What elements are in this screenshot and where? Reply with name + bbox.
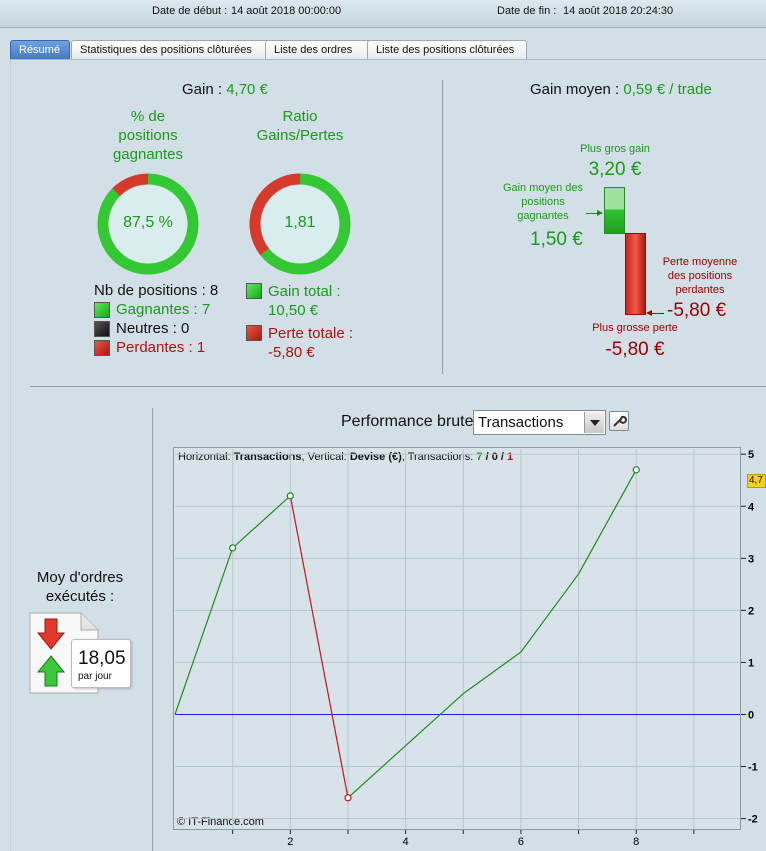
winrate-title-line: % de [130, 108, 166, 125]
chart-info-part: , Transactions: [401, 451, 474, 463]
avg-loss-arrowhead [646, 310, 652, 316]
orders-unit: par jour [78, 671, 112, 682]
tab-closed-positions-list[interactable]: Liste des positions clôturées [367, 40, 527, 60]
chart-info-part: / [500, 451, 504, 463]
last-value-badge: 4,7 [747, 474, 766, 488]
wrench-icon[interactable] [609, 411, 629, 431]
avg-loss-label-line: perdantes [675, 284, 725, 296]
vertical-divider [442, 80, 443, 374]
buy-arrow-icon [37, 655, 65, 687]
avg-gain-value: 0,59 € / trade [623, 81, 712, 98]
gain-row: Gain : 4,70 € [182, 81, 268, 98]
tab-closed-positions-stats[interactable]: Statistiques des positions clôturées [71, 40, 274, 60]
winrate-title-line: gagnantes [112, 146, 184, 163]
orders-title: Moy d'ordres exécutés : [20, 568, 140, 606]
lower-vertical-divider [152, 408, 153, 851]
gain-label: Gain : [182, 81, 223, 98]
ratio-title-line: Ratio [282, 108, 318, 125]
losers-label: Perdantes : 1 [116, 339, 206, 356]
avg-loss-arrow [648, 313, 664, 314]
performance-title: Performance brute [341, 413, 474, 430]
chart-info-wins: 7 [476, 451, 483, 463]
ratio-value: 1,81 [284, 214, 316, 231]
gain-value: 4,70 € [226, 81, 268, 98]
avg-gain-label: Gain moyen : [530, 81, 620, 98]
orders-title-line: exécutés : [45, 588, 115, 605]
positions-count: Nb de positions : 8 [94, 282, 219, 299]
performance-chart: Horizontal: Transactions, Vertical: Devi… [173, 447, 741, 830]
chart-info-losses: 1 [507, 451, 514, 463]
axis-mode-value: Transactions [478, 414, 564, 431]
chart-info-part: / [485, 451, 489, 463]
winrate-value: 87,5 % [123, 214, 173, 231]
biggest-gain-label: Plus gros gain [580, 143, 650, 155]
winners-swatch [94, 302, 110, 318]
orders-value: 18,05 [78, 648, 126, 669]
tab-resume[interactable]: Résumé [10, 40, 70, 60]
loss-range-bar [625, 233, 646, 315]
chart-info-part: Horizontal: [178, 451, 231, 463]
sell-arrow-icon [37, 618, 65, 650]
loss-total-swatch [246, 325, 262, 341]
avg-win-label: Gain moyen des positions gagnantes [498, 181, 588, 223]
avg-loss-label-line: des positions [667, 270, 733, 282]
ratio-title-line: Gains/Pertes [256, 127, 344, 144]
orders-title-line: Moy d'ordres [36, 569, 124, 586]
loss-total-value: -5,80 € [268, 344, 315, 361]
avg-win-label-line: positions [521, 196, 565, 208]
start-date-value: 14 août 2018 00:00:00 [231, 5, 342, 17]
chart-info-part: Devise (€) [349, 451, 402, 463]
ratio-donut [249, 173, 351, 275]
end-date-label: Date de fin : [497, 5, 557, 17]
win-range-bar [604, 187, 625, 234]
axis-mode-select[interactable]: Transactions [473, 410, 606, 435]
avg-win-label-line: Gain moyen des [502, 182, 584, 194]
gain-total: Gain total : 10,50 € [268, 282, 341, 320]
avg-loss-label-line: Perte moyenne [662, 256, 738, 268]
avg-win-value: 1,50 € [530, 229, 583, 250]
gain-total-swatch [246, 283, 262, 299]
date-range-bar: Date de début : 14 août 2018 00:00:00 Da… [0, 0, 766, 28]
avg-gain-row: Gain moyen : 0,59 € / trade [530, 81, 712, 98]
winners-label: Gagnantes : 7 [116, 301, 211, 318]
avg-win-arrow [586, 213, 602, 214]
winrate-donut [97, 173, 199, 275]
chart-info: Horizontal: Transactions, Vertical: Devi… [178, 451, 513, 463]
neutral-label: Neutres : 0 [116, 320, 190, 337]
ratio-title: Ratio Gains/Pertes [235, 107, 365, 145]
tab-order-list[interactable]: Liste des ordres [265, 40, 376, 60]
start-date-label: Date de début : [152, 5, 228, 17]
winrate-title: % de positions gagnantes [98, 107, 198, 164]
losers-swatch [94, 340, 110, 356]
loss-total: Perte totale : -5,80 € [268, 324, 353, 362]
chart-info-part: Transactions [233, 451, 302, 463]
loss-total-label: Perte totale : [268, 325, 354, 342]
end-date-value: 14 août 2018 20:24:30 [563, 5, 674, 17]
biggest-loss-value: -5,80 € [605, 339, 665, 360]
biggest-gain-value: 3,20 € [588, 159, 642, 180]
gain-total-label: Gain total : [268, 283, 341, 300]
neutral-swatch [94, 321, 110, 337]
winrate-donut-loss-arc [97, 173, 199, 275]
avg-loss-value: -5,80 € [667, 300, 727, 321]
avg-win-arrowhead [597, 210, 603, 216]
avg-loss-label: Perte moyenne des positions perdantes [660, 255, 740, 297]
chart-info-neutral: 0 [491, 451, 498, 463]
gain-total-value: 10,50 € [268, 302, 319, 319]
orders-card: 18,05 par jour [71, 639, 131, 688]
horizontal-divider [30, 386, 766, 387]
chevron-down-icon[interactable] [584, 412, 604, 433]
copyright: © IT-Finance.com [177, 816, 264, 828]
avg-win-label-line: gagnantes [517, 210, 569, 222]
biggest-loss-label: Plus grosse perte [592, 322, 678, 334]
chart-info-part: , Vertical: [301, 451, 347, 463]
winrate-title-line: positions [118, 127, 178, 144]
